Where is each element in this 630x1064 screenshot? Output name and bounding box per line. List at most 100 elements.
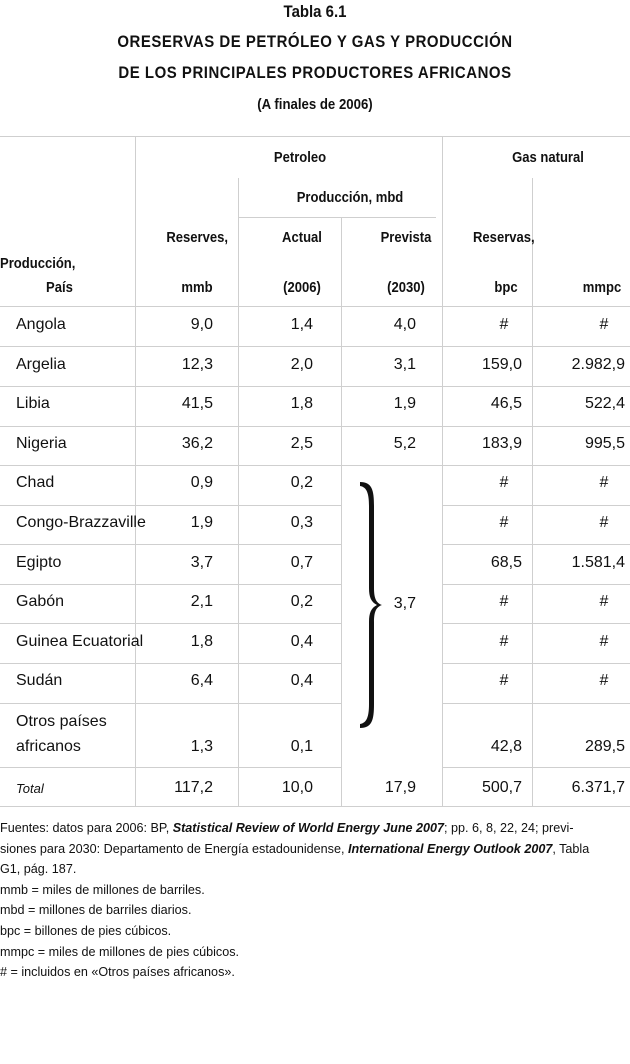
brace-icon bbox=[360, 482, 382, 728]
table-bottom-rule bbox=[0, 806, 630, 807]
cell-pais: Argelia bbox=[16, 355, 66, 373]
source-title-ieo: International Energy Outlook 2007 bbox=[347, 841, 553, 856]
footnote-mmpc: mmpc = miles de millones de pies cúbicos… bbox=[0, 944, 240, 959]
total-label: Total bbox=[16, 781, 44, 796]
header-mmpc: mmpc bbox=[582, 280, 622, 296]
cell-actual: 1,4 bbox=[290, 316, 313, 333]
cell-reserves: 2,1 bbox=[190, 593, 213, 611]
footnote-mmb: mmb = miles de millones de barriles. bbox=[0, 882, 205, 897]
cell-prevista: 1,9 bbox=[393, 395, 416, 413]
cell-actual: 0,1 bbox=[290, 738, 313, 755]
cell-bpc: 46,5 bbox=[490, 395, 522, 413]
total-reserves: 117,2 bbox=[174, 779, 213, 796]
cell-reserves: 3,7 bbox=[190, 553, 213, 571]
cell-prevista: 3,1 bbox=[393, 355, 416, 373]
header-reservas: Reservas, bbox=[473, 230, 535, 246]
cell-mmpc: 1.581,4 bbox=[571, 553, 625, 571]
col-divider bbox=[341, 218, 342, 806]
cell-actual: 1,8 bbox=[290, 395, 313, 413]
row-rule bbox=[0, 663, 341, 664]
table-subtitle: (A finales de 2006) bbox=[257, 96, 373, 113]
row-rule bbox=[442, 703, 630, 704]
table-title-line1: ORESERVAS DE PETRÓLEO Y GAS Y PRODUCCIÓN bbox=[117, 32, 513, 51]
table-top-rule bbox=[0, 136, 630, 137]
col-divider bbox=[238, 178, 239, 806]
row-rule bbox=[0, 703, 341, 704]
row-rule bbox=[0, 584, 341, 585]
cell-pais: africanos bbox=[16, 738, 81, 755]
cell-mmpc: # bbox=[599, 316, 609, 333]
header-petroleo: Petroleo bbox=[273, 150, 327, 166]
cell-mmpc: # bbox=[599, 474, 609, 492]
source-title-bp: Statistical Review of World Energy June … bbox=[172, 821, 445, 835]
cell-bpc: 42,8 bbox=[490, 738, 522, 755]
cell-bpc: # bbox=[499, 316, 509, 333]
cell-pais: Chad bbox=[16, 474, 55, 492]
header-mmb: mmb bbox=[181, 280, 213, 296]
cell-mmpc: # bbox=[599, 672, 609, 690]
cell-mmpc: 2.982,9 bbox=[571, 355, 625, 373]
cell-prevista: 4,0 bbox=[393, 316, 416, 333]
cell-bpc: 159,0 bbox=[481, 355, 522, 373]
row-rule bbox=[442, 623, 630, 624]
row-rule bbox=[0, 426, 630, 427]
row-rule bbox=[442, 663, 630, 664]
col-divider bbox=[135, 136, 136, 806]
total-mmpc: 6.371,7 bbox=[571, 779, 625, 796]
cell-reserves: 6,4 bbox=[190, 672, 213, 690]
cell-pais: Sudán bbox=[16, 672, 63, 690]
produccion-rule bbox=[238, 217, 436, 218]
col-divider bbox=[532, 178, 533, 806]
row-rule bbox=[0, 346, 630, 347]
cell-actual: 2,5 bbox=[290, 434, 313, 452]
cell-mmpc: # bbox=[599, 593, 609, 611]
cell-bpc: 183,9 bbox=[481, 434, 522, 452]
cell-reserves: 41,5 bbox=[181, 395, 213, 413]
header-prevista: Prevista bbox=[380, 230, 432, 246]
cell-pais: Nigeria bbox=[16, 434, 67, 452]
header-2030: (2030) bbox=[387, 280, 425, 296]
row-rule bbox=[442, 544, 630, 545]
cell-pais: Angola bbox=[16, 316, 66, 333]
cell-actual: 0,4 bbox=[290, 672, 313, 690]
cell-actual: 2,0 bbox=[290, 355, 313, 373]
cell-reserves: 1,8 bbox=[190, 632, 213, 650]
cell-pais: Egipto bbox=[16, 553, 62, 571]
cell-prevista-grouped: 3,7 bbox=[393, 595, 416, 612]
cell-pais: Gabón bbox=[16, 593, 65, 611]
cell-reserves: 1,9 bbox=[190, 514, 213, 531]
cell-mmpc: 995,5 bbox=[584, 434, 625, 452]
footnotes: Fuentes: datos para 2006: BP, Statistica… bbox=[0, 818, 630, 983]
footnote-bpc: bpc = billones de pies cúbicos. bbox=[0, 923, 172, 938]
header-pais: País bbox=[46, 280, 73, 296]
header-bpc: bpc bbox=[494, 280, 518, 296]
row-rule bbox=[442, 584, 630, 585]
row-rule bbox=[0, 386, 630, 387]
row-rule bbox=[0, 465, 630, 466]
footnote-sources: Fuentes: datos para 2006: BP, Statistica… bbox=[0, 821, 590, 877]
row-rule bbox=[0, 767, 341, 768]
cell-actual: 0,2 bbox=[290, 593, 313, 611]
cell-bpc: # bbox=[499, 672, 509, 690]
cell-mmpc: # bbox=[599, 514, 609, 531]
header-actual: Actual bbox=[282, 230, 322, 246]
cell-reserves: 9,0 bbox=[190, 316, 213, 333]
col-divider bbox=[442, 136, 443, 806]
cell-pais: Guinea Ecuatorial bbox=[16, 632, 144, 650]
cell-actual: 0,3 bbox=[290, 514, 313, 531]
cell-pais: Congo-Brazzaville bbox=[16, 514, 146, 531]
cell-mmpc: 522,4 bbox=[584, 395, 625, 413]
cell-reserves: 12,3 bbox=[181, 355, 213, 373]
cell-bpc: 68,5 bbox=[490, 553, 522, 571]
header-bottom-rule bbox=[0, 306, 630, 307]
cell-actual: 0,7 bbox=[290, 553, 313, 571]
table-title-line2: DE LOS PRINCIPALES PRODUCTORES AFRICANOS bbox=[118, 63, 512, 82]
cell-bpc: # bbox=[499, 632, 509, 650]
cell-reserves: 36,2 bbox=[181, 434, 213, 452]
row-rule bbox=[0, 544, 341, 545]
cell-bpc: # bbox=[499, 593, 509, 611]
total-bpc: 500,7 bbox=[481, 779, 522, 796]
header-produccion-mbd: Producción, mbd bbox=[296, 190, 404, 206]
cell-bpc: # bbox=[499, 514, 509, 531]
footnote-mbd: mbd = millones de barriles diarios. bbox=[0, 903, 192, 918]
